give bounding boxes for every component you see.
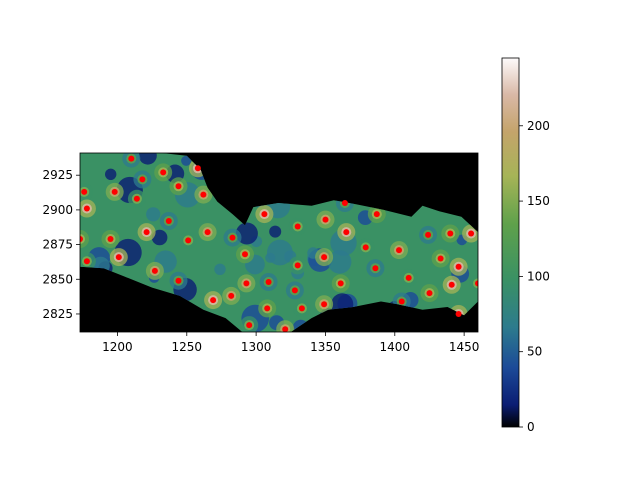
point-marker — [405, 274, 412, 281]
x-tick-label: 1400 — [380, 340, 411, 354]
y-tick-label: 2825 — [42, 307, 73, 321]
x-tick-label: 1450 — [449, 340, 480, 354]
point-marker — [128, 155, 135, 162]
point-marker — [437, 255, 444, 262]
point-marker — [372, 265, 379, 272]
point-marker — [343, 229, 350, 236]
point-marker — [261, 211, 268, 218]
point-marker — [264, 305, 271, 312]
colorbar-tick-label: 100 — [527, 269, 550, 283]
y-tick-label: 2900 — [42, 203, 73, 217]
point-marker — [185, 237, 192, 244]
point-marker — [265, 279, 272, 285]
point-marker — [194, 165, 201, 172]
point-marker — [175, 277, 182, 284]
terrain-low — [181, 155, 192, 166]
point-marker — [362, 244, 369, 251]
point-marker — [321, 254, 328, 261]
point-marker — [426, 290, 433, 297]
colorbar: 0 50 100 150 200 — [501, 57, 550, 434]
point-marker — [321, 301, 328, 308]
point-marker — [133, 195, 140, 202]
terrain-peak — [80, 230, 89, 248]
point-marker — [115, 254, 122, 261]
point-marker — [111, 188, 118, 195]
point-marker — [425, 231, 432, 238]
point-marker — [175, 183, 182, 190]
point-marker — [398, 298, 405, 305]
point-marker — [298, 305, 305, 312]
terrain-peak — [469, 274, 478, 293]
colorbar-ticks: 0 50 100 150 200 — [519, 119, 550, 434]
point-marker — [243, 280, 250, 287]
terrain-low — [138, 153, 157, 165]
point-marker — [200, 191, 207, 198]
colorbar-tick-label: 0 — [527, 420, 535, 434]
y-tick-label: 2850 — [42, 272, 73, 286]
point-marker — [448, 281, 455, 288]
point-markers — [80, 155, 478, 332]
point-marker — [373, 211, 380, 218]
point-marker — [160, 169, 167, 176]
terrain-low — [327, 250, 352, 274]
point-marker — [246, 322, 253, 329]
point-marker — [83, 205, 90, 212]
point-marker — [447, 230, 454, 237]
terrain-low — [269, 225, 282, 238]
point-marker — [83, 258, 90, 265]
point-marker — [455, 263, 462, 270]
point-marker — [139, 176, 146, 183]
terrain-low — [235, 222, 258, 245]
point-marker — [229, 234, 236, 241]
point-marker — [396, 247, 402, 254]
terrain-low — [105, 168, 117, 180]
point-marker — [337, 280, 344, 287]
y-axis: 2825 2850 2875 2900 2925 — [42, 168, 80, 321]
point-marker — [291, 287, 298, 294]
terrain-low — [146, 207, 161, 222]
terrain-peak — [80, 234, 85, 244]
point-marker — [322, 216, 329, 223]
point-marker — [475, 280, 478, 287]
point-marker — [294, 262, 301, 269]
point-marker — [80, 236, 83, 242]
point-marker — [468, 230, 475, 237]
colorbar-tick-label: 200 — [527, 119, 550, 133]
point-marker — [341, 200, 348, 206]
point-marker — [165, 218, 172, 224]
point-marker — [107, 236, 114, 242]
point-marker — [81, 188, 88, 195]
x-axis: 1200 1250 1300 1350 1400 1450 — [102, 332, 479, 354]
x-tick-label: 1250 — [172, 340, 203, 354]
colorbar-tick-label: 50 — [527, 345, 542, 359]
point-marker — [282, 326, 289, 332]
point-marker — [455, 311, 462, 317]
colorbar-gradient — [501, 57, 520, 428]
point-marker — [228, 292, 235, 299]
point-marker — [294, 223, 301, 230]
point-marker — [242, 251, 248, 258]
terrain-low — [151, 229, 168, 246]
plot-area — [79, 152, 479, 333]
terrain-low — [214, 263, 226, 275]
terrain-peak — [473, 278, 478, 289]
point-marker — [151, 267, 158, 274]
point-marker — [204, 229, 211, 236]
colorbar-tick-label: 150 — [527, 194, 550, 208]
x-tick-label: 1200 — [102, 340, 133, 354]
axes-frame — [79, 152, 479, 333]
terrain-low — [267, 239, 293, 266]
point-marker — [143, 229, 150, 236]
point-marker — [210, 297, 217, 304]
x-tick-label: 1350 — [310, 340, 341, 354]
x-tick-label: 1300 — [241, 340, 272, 354]
y-tick-label: 2875 — [42, 238, 73, 252]
y-tick-label: 2925 — [42, 168, 73, 182]
